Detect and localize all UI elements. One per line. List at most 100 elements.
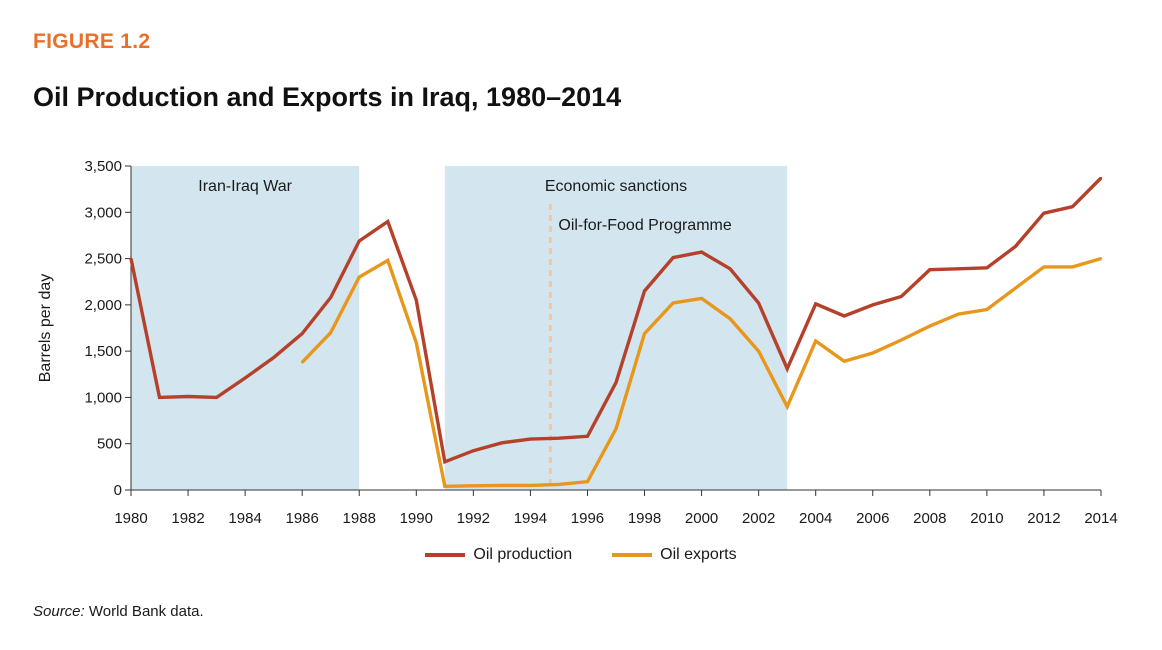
data-point-production	[700, 250, 703, 254]
data-point-exports	[443, 485, 447, 488]
data-point-production	[272, 356, 275, 359]
x-tick-label: 2006	[856, 510, 889, 527]
data-point-production	[529, 437, 532, 441]
data-point-production	[215, 396, 218, 399]
x-tick-label: 1996	[571, 510, 604, 527]
data-point-production	[643, 289, 646, 293]
x-tick-label: 1994	[514, 510, 547, 527]
data-point-exports	[728, 317, 732, 320]
data-point-exports	[871, 351, 874, 355]
data-point-production	[1071, 205, 1074, 208]
data-point-exports	[1014, 286, 1017, 290]
shaded-region-1	[444, 166, 788, 490]
data-point-production	[329, 296, 332, 299]
data-point-production	[186, 395, 190, 398]
x-tick-label: 1982	[171, 510, 204, 527]
data-point-exports	[1071, 265, 1074, 269]
data-point-production	[472, 449, 475, 452]
y-tick-label: 1,000	[84, 389, 122, 406]
data-point-production	[900, 295, 903, 298]
data-point-production	[358, 239, 361, 243]
data-point-exports	[1042, 265, 1046, 269]
x-tick-label: 2014	[1084, 510, 1117, 527]
data-point-exports	[643, 332, 646, 335]
data-point-production	[871, 303, 874, 307]
data-point-production	[928, 268, 932, 271]
data-point-exports	[329, 331, 332, 334]
data-point-exports	[586, 480, 589, 483]
source-note: Source: World Bank data.	[33, 603, 204, 620]
data-point-production	[785, 367, 789, 370]
data-point-exports	[671, 301, 675, 305]
legend: Oil production Oil exports	[0, 546, 1162, 564]
data-point-production	[614, 381, 618, 384]
x-tick-label: 2002	[742, 510, 775, 527]
x-tick-label: 1992	[457, 510, 490, 527]
y-tick-label: 500	[97, 436, 122, 453]
data-point-production	[1042, 212, 1046, 215]
data-point-production	[1014, 245, 1017, 248]
data-point-production	[671, 256, 675, 259]
data-point-exports	[300, 361, 304, 364]
data-point-production	[158, 396, 161, 399]
data-point-exports	[957, 312, 960, 316]
x-tick-label: 1986	[285, 510, 318, 527]
data-point-exports	[757, 349, 760, 353]
data-point-production	[757, 301, 760, 305]
data-point-production	[814, 302, 817, 306]
y-tick-label: 2,000	[84, 297, 122, 314]
data-point-production	[300, 332, 304, 335]
x-tick-label: 1998	[628, 510, 661, 527]
data-point-exports	[614, 427, 618, 431]
x-tick-label: 1988	[343, 510, 376, 527]
shaded-region-0	[131, 166, 360, 490]
legend-label-exports: Oil exports	[660, 546, 737, 563]
data-point-exports	[529, 484, 532, 487]
data-point-production	[386, 220, 389, 223]
data-point-exports	[900, 338, 903, 342]
data-point-production	[129, 257, 133, 260]
data-point-exports	[415, 341, 418, 345]
data-point-exports	[1099, 257, 1103, 260]
data-point-exports	[557, 483, 561, 486]
legend-swatch-exports	[612, 553, 653, 557]
data-point-exports	[928, 324, 932, 328]
data-point-production	[1099, 176, 1103, 180]
marker-label-0: Oil-for-Food Programme	[558, 217, 731, 234]
region-label-0: Iran-Iraq War	[198, 178, 292, 195]
legend-item-production: Oil production	[425, 546, 572, 564]
data-point-exports	[386, 259, 389, 262]
data-point-production	[415, 299, 418, 302]
y-tick-label: 3,500	[84, 158, 122, 175]
legend-swatch-production	[425, 553, 466, 557]
x-tick-label: 2012	[1027, 510, 1060, 527]
y-tick-label: 0	[114, 482, 122, 499]
y-tick-label: 1,500	[84, 343, 122, 360]
legend-label-production: Oil production	[473, 546, 573, 563]
x-tick-label: 1980	[114, 510, 147, 527]
data-point-production	[728, 267, 732, 270]
data-point-exports	[843, 360, 846, 363]
figure-title: Oil Production and Exports in Iraq, 1980…	[33, 82, 622, 112]
data-point-exports	[985, 308, 989, 311]
x-tick-label: 2008	[913, 510, 946, 527]
data-point-exports	[785, 405, 789, 408]
data-point-production	[586, 435, 589, 438]
x-tick-label: 2010	[970, 510, 1003, 527]
x-tick-label: 2004	[799, 510, 832, 527]
data-point-production	[243, 376, 247, 380]
source-text: World Bank data.	[84, 603, 204, 620]
legend-item-exports: Oil exports	[612, 546, 737, 564]
data-point-production	[843, 314, 846, 318]
y-tick-label: 2,500	[84, 251, 122, 268]
x-tick-label: 1990	[400, 510, 433, 527]
y-axis-title: Barrels per day	[37, 274, 54, 383]
data-point-production	[443, 460, 447, 463]
data-point-production	[500, 441, 504, 444]
data-point-exports	[472, 484, 475, 488]
data-point-production	[985, 266, 989, 270]
data-point-production	[557, 436, 561, 440]
y-tick-label: 3,000	[84, 204, 122, 221]
figure-label: FIGURE 1.2	[33, 30, 151, 53]
